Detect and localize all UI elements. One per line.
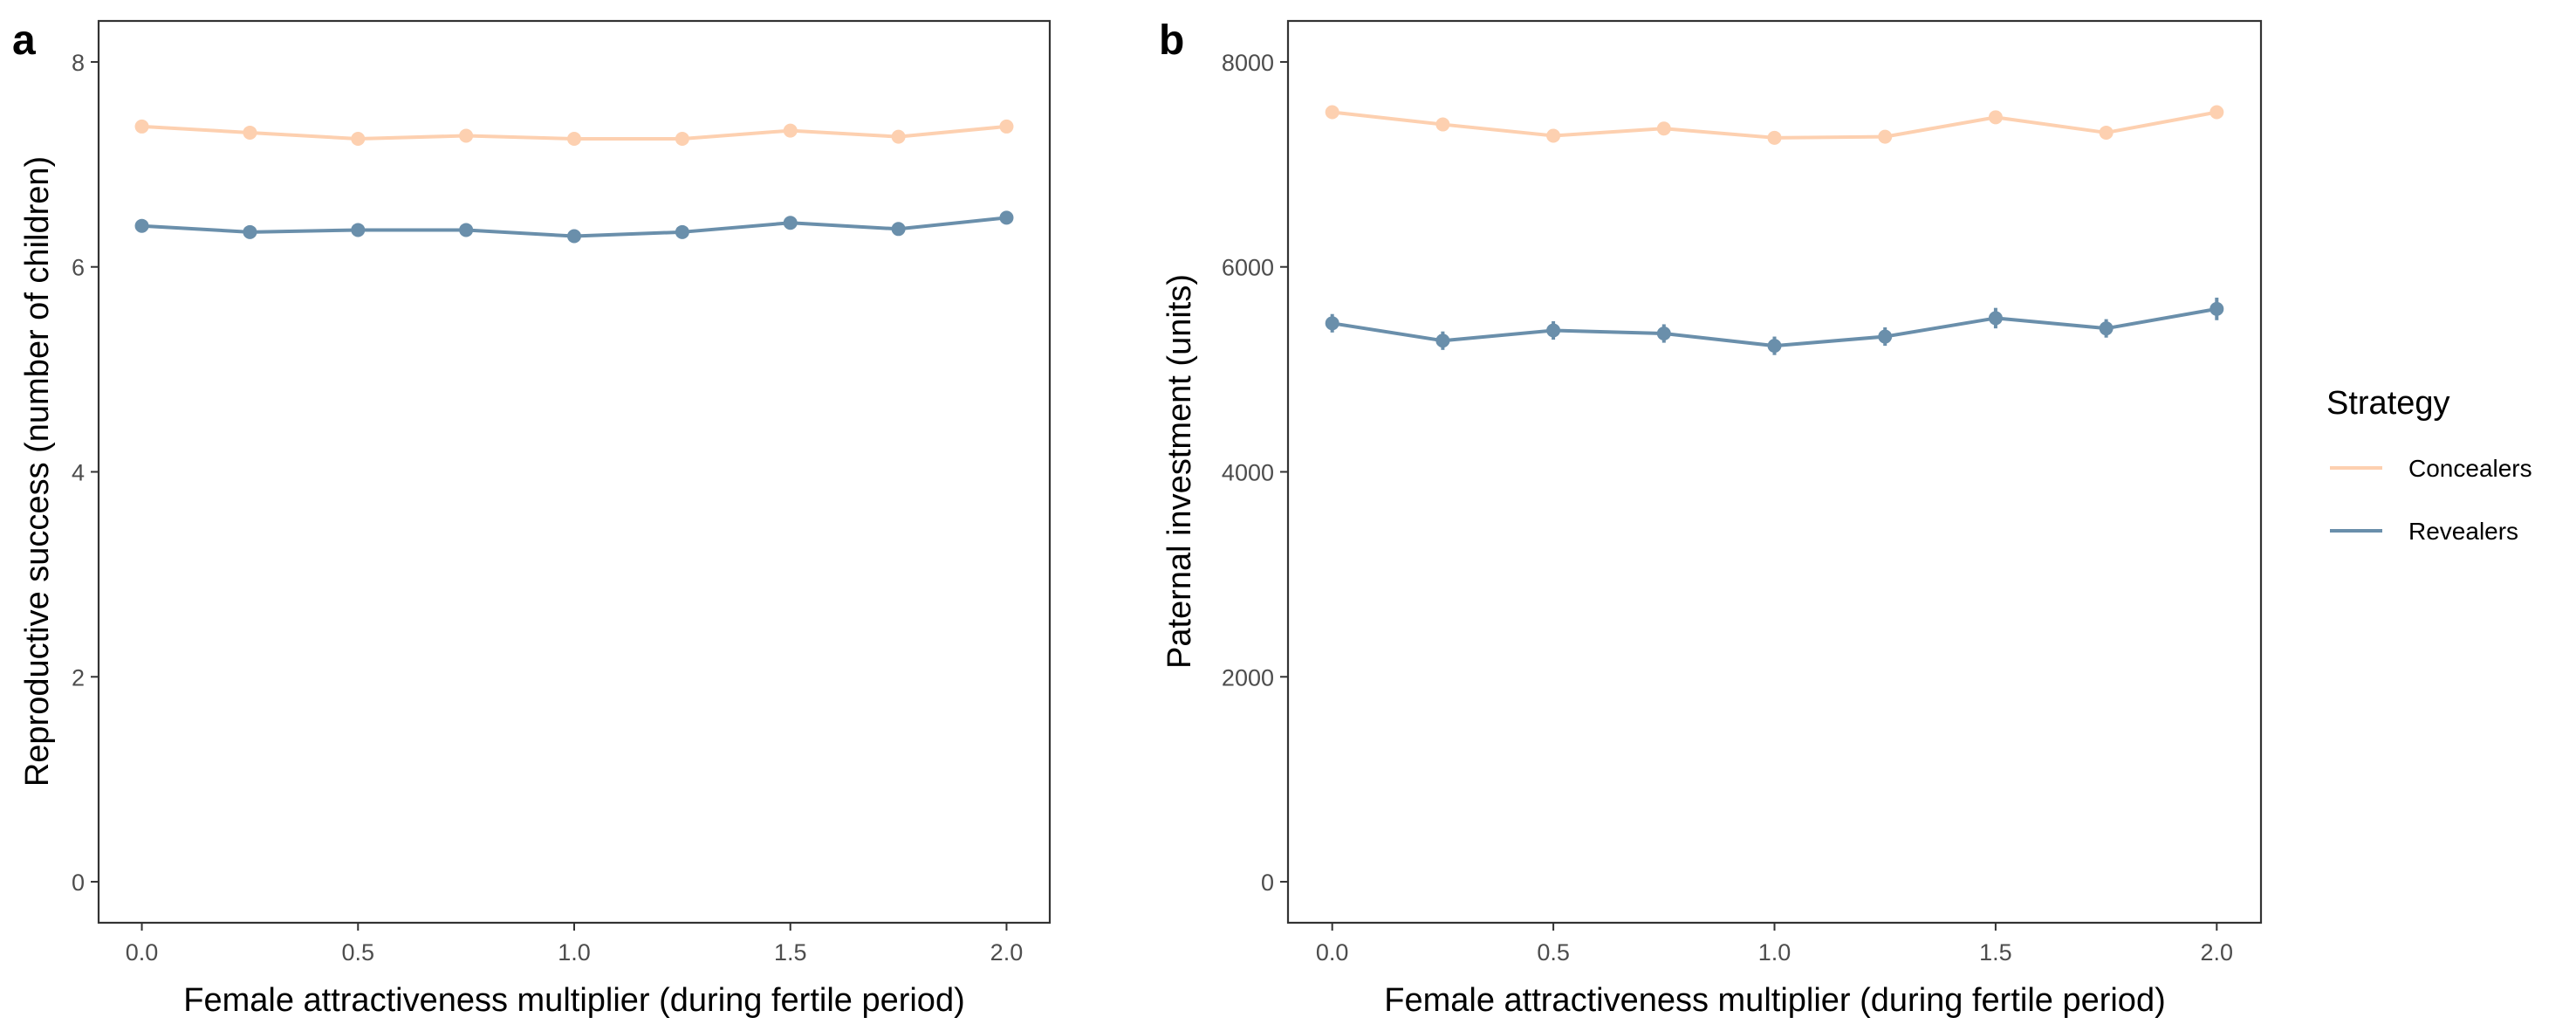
panel-a-x-tick-label-2: 1.0 [558, 939, 591, 966]
panel-b-x-tick-label-4: 2.0 [2201, 939, 2234, 966]
panel-a-x-axis-title: Female attractiveness multiplier (during… [183, 982, 964, 1019]
legend-item-concealers: Concealers [2330, 455, 2532, 482]
panel-a-x-tick-label-3: 1.5 [774, 939, 807, 966]
panel-b-point-revealers-4 [1767, 339, 1782, 354]
panel-a-point-revealers-4 [567, 229, 581, 244]
panel-b-y-tick-label-3: 6000 [1222, 255, 1274, 281]
panel-b-y-tick-label-4: 8000 [1222, 50, 1274, 76]
panel-a-point-revealers-8 [999, 210, 1014, 225]
panel-a-x-tick-label-4: 2.0 [990, 939, 1024, 966]
panel-b-y-axis-title: Paternal investment (units) [1161, 274, 1198, 669]
panel-b-point-concealers-4 [1767, 130, 1782, 145]
panel-a-point-concealers-5 [675, 131, 689, 146]
panel-a-y-tick-label-2: 4 [72, 460, 85, 486]
panel-b-point-concealers-1 [1435, 117, 1450, 132]
panel-b-x-tick-label-2: 1.0 [1758, 939, 1792, 966]
legend: Strategy Concealers Revealers [2326, 385, 2532, 545]
panel-b-x-tick-label-3: 1.5 [1979, 939, 2012, 966]
panel-b-point-concealers-5 [1878, 129, 1893, 144]
panel-b-point-revealers-6 [1988, 311, 2003, 326]
panel-b-point-concealers-6 [1988, 110, 2003, 125]
panel-b-series-revealers [1325, 297, 2224, 355]
panel-a-y-tick-label-0: 0 [72, 869, 85, 896]
panel-b-point-revealers-0 [1325, 316, 1339, 331]
panel-a-series-revealers [134, 210, 1014, 244]
panel-a-series-concealers [134, 119, 1014, 146]
legend-title: Strategy [2326, 385, 2450, 422]
panel-b-point-revealers-5 [1878, 329, 1893, 344]
panel-a-point-concealers-3 [459, 128, 474, 143]
panel-a-y-ticks: 0 2 4 6 8 [72, 50, 99, 896]
panel-b-y-ticks: 0 2000 4000 6000 8000 [1222, 50, 1288, 896]
panel-b-y-tick-label-0: 0 [1261, 869, 1274, 896]
panel-a-point-revealers-0 [134, 218, 149, 233]
panel-a-point-concealers-7 [891, 129, 906, 144]
panel-b-frame [1286, 19, 2263, 924]
legend-item-revealers: Revealers [2330, 518, 2518, 545]
panel-b-x-ticks: 0.0 0.5 1.0 1.5 2.0 [1316, 923, 2233, 966]
panel-b-point-revealers-3 [1656, 326, 1671, 341]
panel-a-point-revealers-5 [675, 224, 689, 239]
panel-a-x-tick-label-1: 0.5 [341, 939, 374, 966]
panel-a-y-axis-title: Reproductive success (number of children… [19, 156, 56, 787]
legend-label-revealers: Revealers [2408, 518, 2518, 545]
panel-b-x-axis-title: Female attractiveness multiplier (during… [1384, 982, 2165, 1019]
panel-a-point-concealers-6 [783, 123, 798, 138]
panel-a-series [134, 119, 1014, 244]
panel-b-point-revealers-7 [2099, 321, 2114, 336]
panel-a-point-revealers-7 [891, 222, 906, 237]
panel-b-y-tick-label-2: 4000 [1222, 460, 1274, 486]
panel-b-tag: b [1159, 17, 1184, 64]
panel-a-point-concealers-8 [999, 119, 1014, 134]
panel-a-x-tick-label-0: 0.0 [126, 939, 159, 966]
panel-a-y-tick-label-4: 8 [72, 50, 85, 76]
panel-a-point-revealers-1 [243, 224, 257, 239]
panel-b-point-concealers-2 [1546, 128, 1561, 143]
panel-b-series [1325, 105, 2224, 355]
panel-b: b 0 2000 4000 6000 8000 0.0 0.5 1.0 1.5 2.0 Fema… [1159, 17, 2263, 1019]
panel-b-y-tick-label-1: 2000 [1222, 664, 1274, 691]
panel-b-series-concealers [1325, 105, 2224, 145]
panel-a-frame [97, 19, 1052, 924]
panel-b-point-concealers-0 [1325, 105, 1339, 120]
panel-a-tag: a [12, 17, 36, 64]
panel-a-y-tick-label-3: 6 [72, 255, 85, 281]
panel-a-y-tick-label-1: 2 [72, 664, 85, 691]
panel-a-point-revealers-3 [459, 223, 474, 237]
panel-b-x-tick-label-1: 0.5 [1537, 939, 1570, 966]
panel-b-point-concealers-7 [2099, 125, 2114, 140]
panel-a-point-revealers-6 [783, 216, 798, 230]
panel-a-point-concealers-1 [243, 125, 257, 140]
panel-b-x-tick-label-0: 0.0 [1316, 939, 1349, 966]
panel-a-point-concealers-0 [134, 119, 149, 134]
panel-b-point-concealers-3 [1656, 121, 1671, 136]
panel-a-point-concealers-4 [567, 131, 581, 146]
panel-a-x-ticks: 0.0 0.5 1.0 1.5 2.0 [126, 923, 1023, 966]
panel-b-point-revealers-2 [1546, 323, 1561, 338]
panel-b-point-concealers-8 [2209, 105, 2224, 120]
panel-a-point-concealers-2 [351, 131, 366, 146]
panel-a: a 0 2 4 6 8 0.0 0.5 1.0 1.5 2.0 Female attractiv… [12, 17, 1052, 1019]
legend-label-concealers: Concealers [2408, 455, 2532, 482]
panel-b-point-revealers-8 [2209, 301, 2224, 316]
panel-b-point-revealers-1 [1435, 333, 1450, 348]
panel-a-point-revealers-2 [351, 223, 366, 237]
